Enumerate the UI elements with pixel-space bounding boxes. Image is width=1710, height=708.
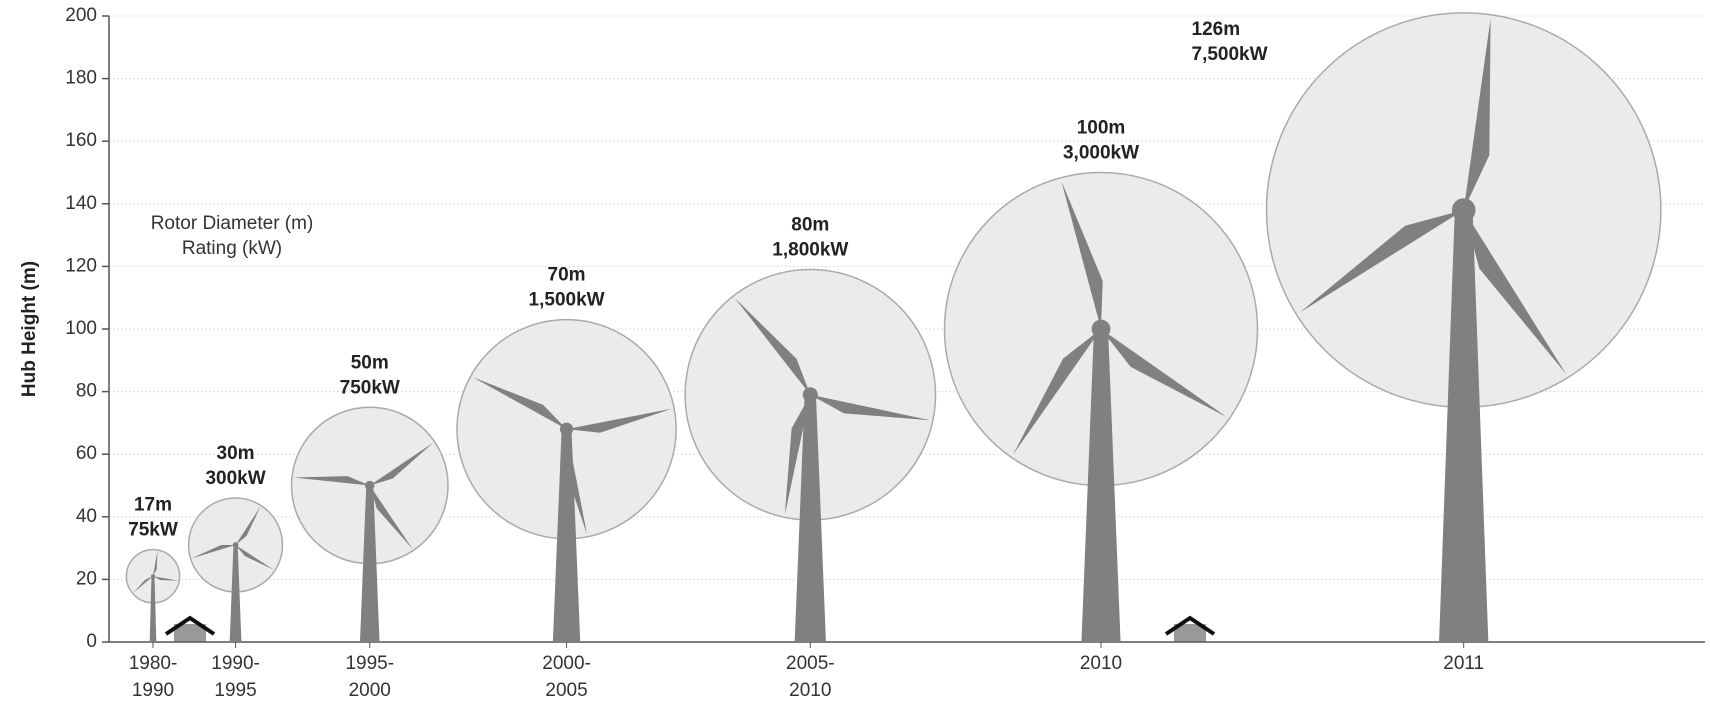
y-tick-label: 40	[76, 506, 97, 527]
blade	[369, 485, 413, 550]
y-axis-label: Hub Height (m)	[19, 261, 40, 397]
x-tick-label: 2000-2005	[542, 653, 591, 701]
blade	[734, 298, 811, 395]
diameter-label: 126m	[1192, 19, 1241, 40]
x-tick-label: 2010	[1080, 653, 1122, 674]
y-tick-label: 0	[86, 631, 97, 652]
x-tick-label: 1990-1995	[211, 653, 260, 701]
blade	[369, 442, 434, 486]
blade	[153, 576, 179, 581]
hub	[151, 574, 155, 579]
diameter-label: 30m	[217, 443, 255, 464]
diameter-label: 70m	[548, 265, 586, 286]
blade	[293, 476, 370, 486]
y-tick-label: 160	[65, 130, 97, 151]
rating-label: 300kW	[205, 468, 265, 489]
blade	[563, 429, 588, 535]
legend-text: Rotor Diameter (m)	[151, 213, 314, 234]
tower	[229, 544, 242, 642]
y-tick-label: 180	[65, 68, 97, 89]
x-tick-label: 1980-1990	[129, 653, 178, 701]
plot: 0 20 40 60 80 100 120 140 160 180 200 17m 75kW 1980-1…	[65, 5, 1705, 701]
y-tick-label: 20	[76, 568, 97, 589]
tower	[1439, 210, 1489, 642]
blade	[784, 394, 811, 515]
y-tick-label: 120	[65, 255, 97, 276]
blade	[235, 544, 275, 571]
rating-label: 1,800kW	[772, 240, 848, 261]
y-tick-label: 100	[65, 318, 97, 339]
x-tick-label: 1995-2000	[345, 653, 394, 701]
hub	[232, 542, 239, 548]
blade	[235, 506, 261, 545]
blade	[1299, 210, 1464, 313]
diameter-label: 100m	[1077, 118, 1126, 139]
hub	[1451, 198, 1476, 222]
x-tick-label: 2005-2010	[786, 653, 835, 701]
legend-text: Rating (kW)	[182, 238, 282, 259]
house-icon	[1164, 615, 1216, 642]
y-tick-label: 80	[76, 381, 97, 402]
diameter-label: 17m	[134, 495, 172, 516]
blade	[1101, 329, 1227, 417]
diameter-label: 80m	[791, 215, 829, 236]
blade	[566, 408, 672, 433]
hub	[559, 422, 574, 436]
diameter-label: 50m	[351, 352, 389, 373]
blade	[472, 377, 567, 430]
y-tick-label: 200	[65, 5, 97, 26]
blade	[191, 544, 236, 559]
x-tick-label: 2011	[1443, 653, 1484, 674]
hub	[365, 480, 375, 491]
blade	[1061, 180, 1103, 329]
blade	[1013, 329, 1102, 455]
blade	[153, 550, 158, 577]
blade	[1463, 210, 1567, 374]
tower	[149, 576, 157, 642]
blade	[133, 576, 153, 594]
rating-label: 3,000kW	[1063, 143, 1139, 164]
tower	[794, 394, 826, 642]
rating-label: 75kW	[128, 520, 178, 541]
rating-label: 750kW	[340, 377, 400, 398]
blade	[1463, 18, 1491, 211]
tower	[359, 485, 380, 642]
rating-label: 7,500kW	[1192, 44, 1268, 65]
hub	[1091, 319, 1111, 339]
rating-label: 1,500kW	[529, 290, 605, 311]
y-tick-label: 60	[76, 443, 97, 464]
y-tick-label: 140	[65, 193, 97, 214]
tower	[1081, 329, 1121, 642]
house-icon	[164, 615, 216, 642]
blade	[810, 394, 931, 421]
hub	[802, 387, 818, 403]
